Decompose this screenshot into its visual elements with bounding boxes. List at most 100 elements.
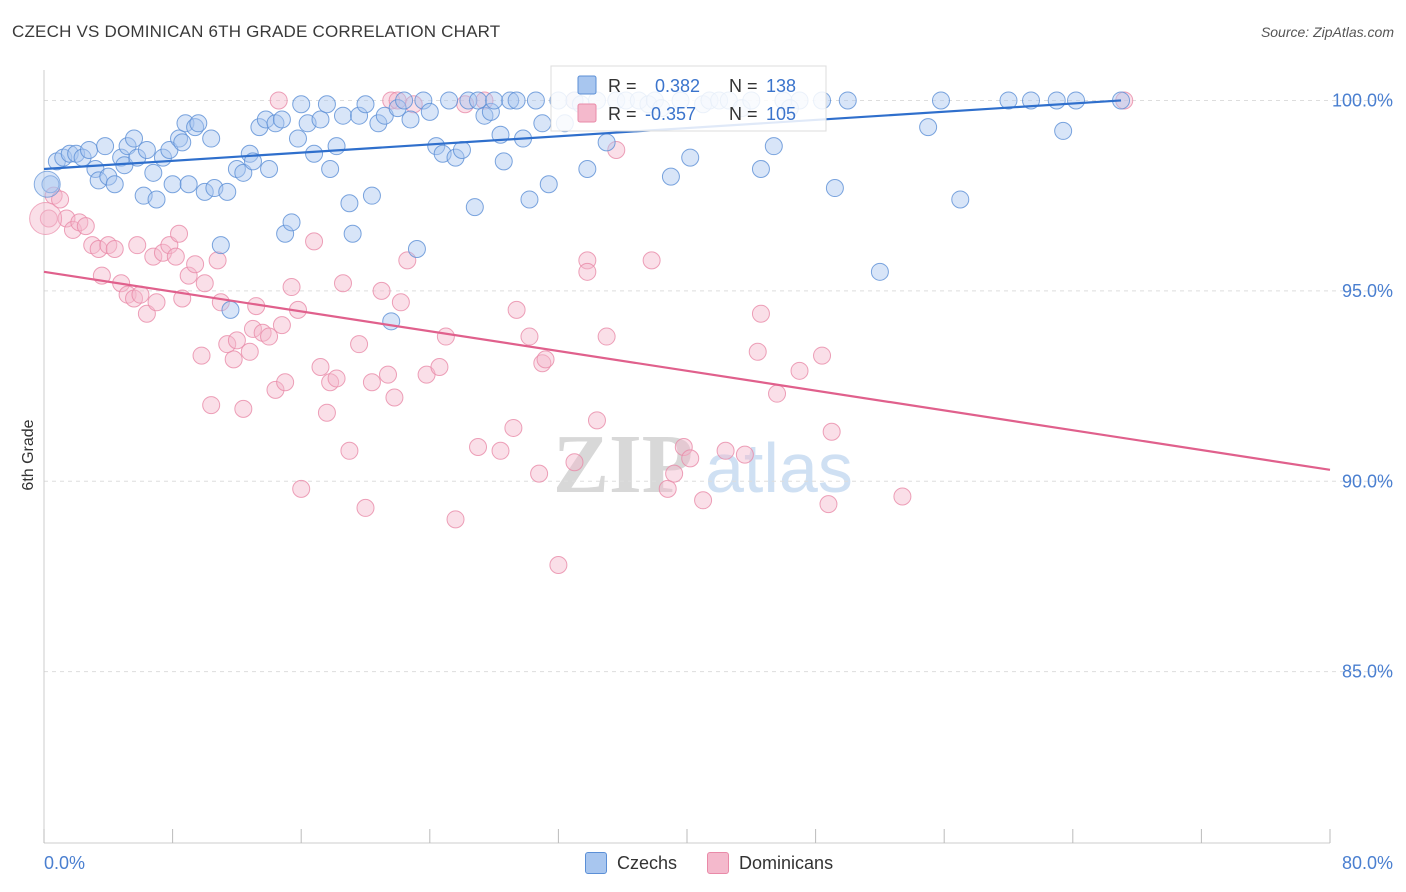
dominican-point [658, 479, 677, 498]
czech-point [276, 224, 295, 243]
czech-point [485, 91, 504, 110]
czech-point [597, 133, 616, 152]
czech-point [427, 137, 446, 156]
dominican-point [272, 316, 291, 335]
czech-point [272, 110, 291, 129]
czech-point [340, 194, 359, 213]
dominican-point [822, 422, 841, 441]
dominican-point [436, 327, 455, 346]
czech-point [189, 114, 208, 133]
dominican-point [144, 247, 163, 266]
czech-point [243, 152, 262, 171]
dominican-point [382, 91, 401, 110]
czech-point [179, 175, 198, 194]
bottom-legend-czechs: Czechs [585, 852, 677, 874]
y-axis-title: 6th Grade [20, 419, 37, 490]
dominican-point [105, 239, 124, 258]
legend-swatch-dominicans [577, 103, 597, 123]
czech-point [395, 91, 414, 110]
dominican-point [266, 380, 285, 399]
czech-point [221, 300, 240, 319]
czech-point [751, 160, 770, 179]
czech-point [33, 170, 61, 198]
y-tick-label: 85.0% [1342, 662, 1393, 682]
czech-trend-line [43, 99, 1122, 171]
czech-point [494, 152, 513, 171]
czech-point [343, 224, 362, 243]
dominican-point [333, 274, 352, 293]
dominican-point [202, 396, 221, 415]
czech-point [661, 167, 680, 186]
czech-point [176, 114, 195, 133]
czech-point [539, 175, 558, 194]
czech-point [356, 95, 375, 114]
czech-point [137, 140, 156, 159]
czech-point [414, 91, 433, 110]
dominican-point [218, 335, 237, 354]
czech-point [999, 91, 1018, 110]
dominican-point [768, 384, 787, 403]
czech-point [401, 110, 420, 129]
bottom-legend: Czechs Dominicans [585, 852, 833, 874]
dominican-point [317, 403, 336, 422]
dominican-point [735, 445, 754, 464]
legend-r-value-czechs: 0.382 [655, 76, 700, 96]
dominican-point [128, 236, 147, 255]
czech-point [144, 163, 163, 182]
czech-point [452, 140, 471, 159]
czech-point [469, 91, 488, 110]
dominican-point [790, 361, 809, 380]
czech-point [321, 160, 340, 179]
dominican-point [269, 91, 288, 110]
y-tick-label: 100.0% [1332, 90, 1393, 110]
czech-point [218, 182, 237, 201]
czech-point [41, 175, 60, 194]
bottom-legend-swatch-czechs [585, 852, 607, 874]
dominican-point [391, 293, 410, 312]
legend-r-value-dominicans: -0.357 [645, 104, 696, 124]
czech-point [311, 110, 330, 129]
czech-point [99, 167, 118, 186]
dominican-point [186, 255, 205, 274]
x-tick-label: 80.0% [1342, 853, 1393, 873]
dominican-point [234, 399, 253, 418]
dominican-point [170, 224, 189, 243]
czech-point [681, 148, 700, 167]
legend-n-label-czechs: N = [729, 76, 758, 96]
grid-lines [44, 99, 1395, 673]
dominican-point [748, 342, 767, 361]
chart-source: Source: ZipAtlas.com [1260, 24, 1394, 40]
czech-point [407, 239, 426, 258]
dominican-point [260, 327, 279, 346]
tick-labels: 85.0% 90.0% 95.0% 100.0% 0.0% 80.0% [44, 90, 1393, 873]
czech-point [350, 106, 369, 125]
dominican-point [681, 449, 700, 468]
x-tick-label: 0.0% [44, 853, 85, 873]
dominican-point [39, 209, 58, 228]
czech-point [260, 160, 279, 179]
czech-point [105, 175, 124, 194]
dominican-point [674, 437, 693, 456]
dominican-point [350, 335, 369, 354]
legend: R = 0.382 N = 138 R = -0.357 N = 105 [550, 65, 827, 132]
czech-point [1022, 91, 1041, 110]
legend-n-value-dominicans: 105 [766, 104, 796, 124]
dominican-point [340, 441, 359, 460]
dominican-point [372, 281, 391, 300]
czech-point [173, 133, 192, 152]
czech-point [919, 118, 938, 137]
watermark-zip: ZIP [553, 418, 693, 511]
dominican-point [694, 491, 713, 510]
czech-point [481, 102, 500, 121]
czech-point [80, 140, 99, 159]
dominican-point [530, 464, 549, 483]
czech-point [459, 91, 478, 110]
czech-point [440, 91, 459, 110]
czech-point [96, 137, 115, 156]
dominican-point [388, 91, 407, 110]
dominican-point [166, 247, 185, 266]
dominican-point [208, 251, 227, 270]
legend-swatch-czechs [577, 75, 597, 95]
dominican-point [379, 365, 398, 384]
